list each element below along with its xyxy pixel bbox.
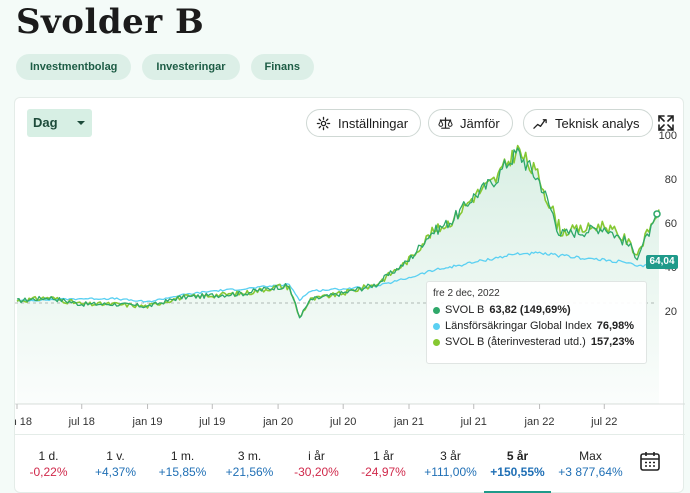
x-tick-label: jul 21 <box>460 416 487 428</box>
y-tick-label: 60 <box>665 218 677 230</box>
series-line-svol <box>16 147 660 319</box>
tag-investeringar[interactable]: Investeringar <box>142 54 240 80</box>
x-tick-label: jul 19 <box>198 416 225 428</box>
return-label: 1 d. <box>38 449 59 463</box>
return-ytd[interactable]: i år -30,20% <box>283 435 350 493</box>
return-value: -0,22% <box>29 465 68 479</box>
fullscreen-icon[interactable] <box>656 113 676 133</box>
compare-button[interactable]: Jämför <box>428 109 513 137</box>
return-value: +3 877,64% <box>558 465 623 479</box>
chart-tooltip: fre 2 dec, 2022 SVOL B 63,82 (149,69%) L… <box>426 281 647 364</box>
return-1d[interactable]: 1 d. -0,22% <box>15 435 82 493</box>
return-value: +111,00% <box>424 465 477 479</box>
chevron-down-icon <box>77 121 85 125</box>
period-select[interactable]: Dag <box>27 109 92 137</box>
tag-finans[interactable]: Finans <box>250 54 314 80</box>
tooltip-row: Länsförsäkringar Global Index 76,98% <box>433 318 640 334</box>
return-value: +21,56% <box>225 465 274 479</box>
x-tick-label: jul 20 <box>329 416 356 428</box>
return-5y[interactable]: 5 år +150,55% <box>484 435 551 493</box>
x-tick-label: jan 18 <box>15 416 32 428</box>
returns-bar: 1 d. -0,22% 1 v. +4,37% 1 m. +15,85% 3 m. +2… <box>15 434 685 493</box>
series-line-index <box>16 251 660 303</box>
return-1w[interactable]: 1 v. +4,37% <box>82 435 149 493</box>
y-tick-label: 100 <box>659 130 677 142</box>
series-dot-index <box>433 322 440 330</box>
trend-icon <box>533 118 547 129</box>
scale-icon <box>438 116 453 129</box>
y-tick-label: 20 <box>665 306 677 318</box>
return-value: +15,85% <box>158 465 207 479</box>
return-label: 1 år <box>373 449 394 463</box>
tooltip-row: SVOL B 63,82 (149,69%) <box>433 302 640 318</box>
x-tick-label: jan 19 <box>132 416 163 428</box>
tooltip-label: Länsförsäkringar Global Index <box>445 320 592 332</box>
tooltip-label: SVOL B <box>445 304 485 316</box>
tooltip-row: SVOL B (återinvesterad utd.) 157,23% <box>433 334 640 350</box>
return-3y[interactable]: 3 år +111,00% <box>417 435 484 493</box>
x-tick-label: jan 20 <box>262 416 293 428</box>
return-label: 5 år <box>506 449 529 463</box>
return-value: -30,20% <box>294 465 339 479</box>
return-max[interactable]: Max +3 877,64% <box>551 435 630 493</box>
return-1m[interactable]: 1 m. +15,85% <box>149 435 216 493</box>
return-1y[interactable]: 1 år -24,97% <box>350 435 417 493</box>
tooltip-value: 63,82 (149,69%) <box>489 304 571 316</box>
return-label: 1 m. <box>170 449 195 463</box>
x-tick-label: jan 22 <box>524 416 555 428</box>
return-label: 3 m. <box>237 449 262 463</box>
tooltip-date: fre 2 dec, 2022 <box>433 288 500 299</box>
settings-button[interactable]: Inställningar <box>306 109 422 137</box>
series-dot-reinvested <box>433 338 440 346</box>
return-label: 1 v. <box>106 449 125 463</box>
technical-analysis-label: Teknisk analys <box>555 115 640 131</box>
tag-investmentbolag[interactable]: Investmentbolag <box>16 54 132 80</box>
tooltip-value: 157,23% <box>590 336 635 348</box>
x-tick-label: jan 21 <box>393 416 424 428</box>
return-label: Max <box>579 449 602 463</box>
period-select-value: Dag <box>33 115 58 130</box>
settings-label: Inställningar <box>338 115 409 131</box>
return-value: +4,37% <box>94 465 137 479</box>
series-end-marker <box>653 210 661 218</box>
gear-icon <box>316 116 331 130</box>
tooltip-value: 76,98% <box>596 320 635 332</box>
return-label: i år <box>308 449 325 463</box>
x-tick-label: jul 22 <box>590 416 617 428</box>
page-title: Svolder B <box>16 2 205 42</box>
return-value: +150,55% <box>490 465 545 479</box>
calendar-icon[interactable] <box>639 450 661 472</box>
return-label: 3 år <box>440 449 461 463</box>
series-dot-svol <box>433 306 440 314</box>
return-value: -24,97% <box>361 465 406 479</box>
technical-analysis-button[interactable]: Teknisk analys <box>523 109 653 137</box>
y-tick-label: 80 <box>665 174 677 186</box>
tooltip-label: SVOL B (återinvesterad utd.) <box>445 336 586 348</box>
x-tick-label: jul 18 <box>68 416 95 428</box>
tag-list: Investmentbolag Investeringar Finans <box>16 54 314 80</box>
return-3m[interactable]: 3 m. +21,56% <box>216 435 283 493</box>
current-price-badge: 64,04 <box>646 255 678 269</box>
compare-label: Jämför <box>460 115 500 131</box>
